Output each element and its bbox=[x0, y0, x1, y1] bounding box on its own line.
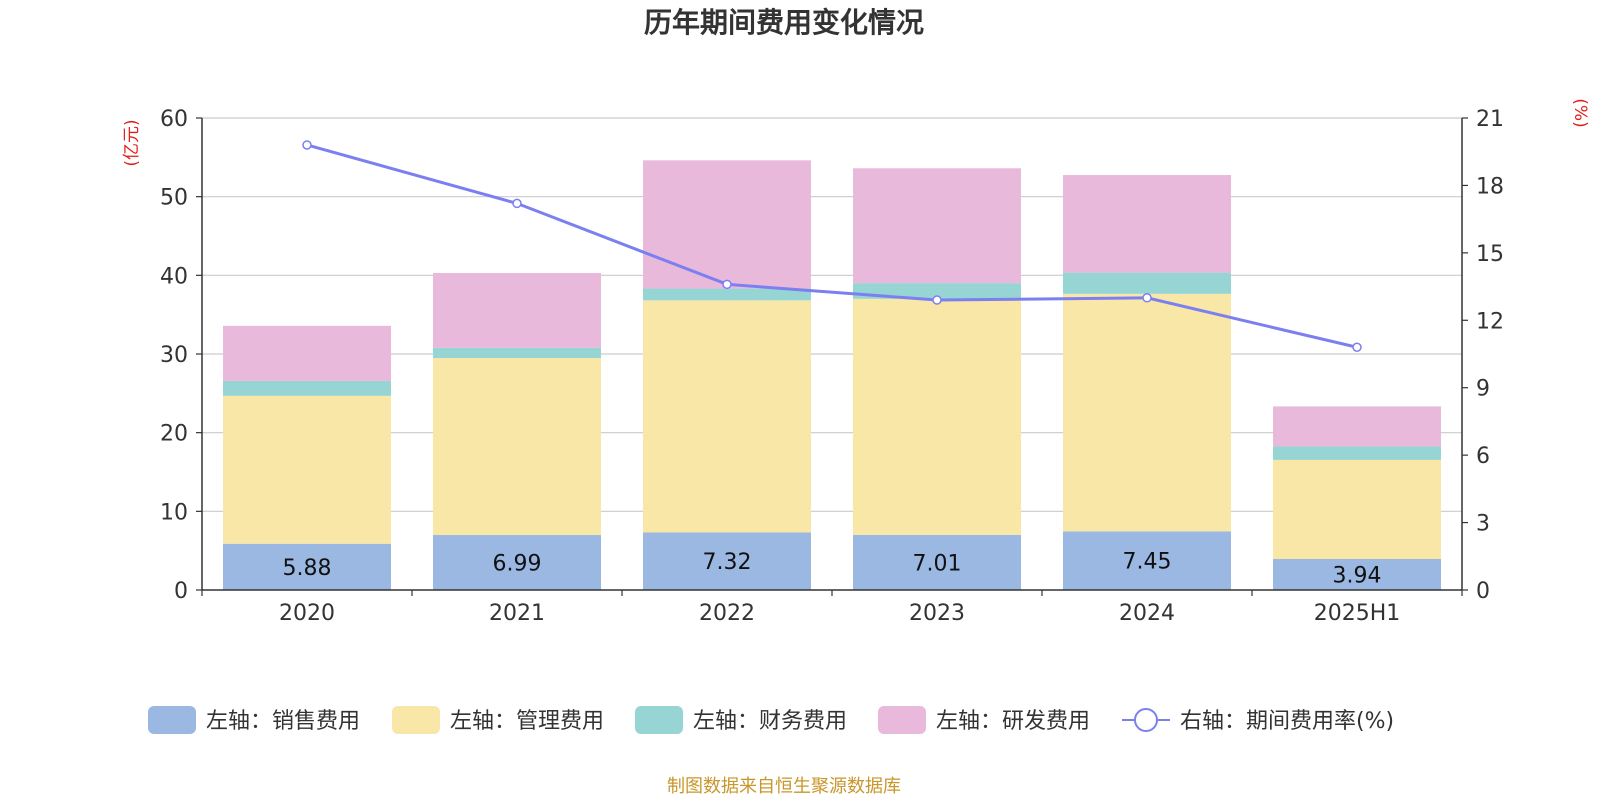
bar-segment bbox=[433, 358, 601, 536]
rate-point bbox=[302, 140, 312, 150]
rate-point bbox=[512, 198, 522, 209]
right-tick-label: 15 bbox=[1476, 242, 1504, 267]
legend-label: 左轴：研发费用 bbox=[936, 709, 1090, 734]
bar-value-label: 7.32 bbox=[703, 550, 752, 575]
bar-segment bbox=[433, 535, 601, 590]
rate-point bbox=[722, 279, 732, 290]
bar-segment bbox=[223, 395, 391, 544]
category-label: 2025H1 bbox=[1314, 601, 1401, 626]
right-tick-label: 18 bbox=[1476, 174, 1504, 199]
category-label: 2022 bbox=[699, 601, 755, 626]
data-labels: 5.88 6.99 7.32 7.01 7.45 3.94 bbox=[283, 550, 1382, 589]
right-tick-label: 21 bbox=[1476, 107, 1504, 132]
right-tick-label: 3 bbox=[1476, 512, 1490, 537]
legend-swatch bbox=[635, 706, 683, 734]
right-tick-label: 9 bbox=[1476, 377, 1490, 402]
grid-lines bbox=[202, 117, 1462, 512]
chart-title: 历年期间费用变化情况 bbox=[644, 6, 924, 39]
left-tick-label: 20 bbox=[160, 422, 188, 447]
category-label: 2021 bbox=[489, 601, 545, 626]
legend-swatch bbox=[148, 706, 196, 734]
bar-segment bbox=[643, 160, 811, 289]
legend-label: 左轴：财务费用 bbox=[693, 709, 847, 734]
bar-segment bbox=[643, 288, 811, 301]
category-label: 2024 bbox=[1119, 601, 1175, 626]
bar-value-label: 7.45 bbox=[1123, 550, 1172, 575]
bar-value-label: 5.88 bbox=[283, 556, 332, 581]
bar-segment bbox=[1063, 531, 1231, 590]
legend-swatch bbox=[878, 706, 926, 734]
bar-segment bbox=[1273, 406, 1441, 447]
bar-value-label: 7.01 bbox=[913, 551, 962, 576]
left-tick-label: 60 bbox=[160, 107, 188, 132]
legend-label: 左轴：销售费用 bbox=[206, 709, 360, 734]
bar-segment bbox=[223, 380, 391, 396]
left-tick-label: 50 bbox=[160, 186, 188, 211]
left-tick-label: 0 bbox=[174, 579, 188, 604]
bar-segment bbox=[853, 168, 1021, 284]
bar-segment bbox=[1273, 446, 1441, 460]
right-axis-unit-label: (%) bbox=[1570, 98, 1590, 127]
bar-series-group bbox=[223, 160, 1441, 590]
right-tick-label: 12 bbox=[1476, 309, 1504, 334]
bar-segment bbox=[433, 273, 601, 348]
left-tick-label: 30 bbox=[160, 343, 188, 368]
left-axis-unit-label: (亿元) bbox=[122, 119, 142, 166]
right-tick-label: 6 bbox=[1476, 444, 1490, 469]
right-tick-label: 0 bbox=[1476, 579, 1490, 604]
rate-point bbox=[1142, 293, 1152, 303]
bar-segment bbox=[223, 543, 391, 590]
legend: 左轴：销售费用 左轴：管理费用 左轴：财务费用 左轴：研发费用 右轴：期间费用率(%) bbox=[148, 706, 1394, 734]
bar-segment bbox=[433, 347, 601, 359]
bar-segment bbox=[643, 532, 811, 590]
legend-label: 右轴：期间费用率(%) bbox=[1180, 709, 1394, 734]
bar-value-label: 3.94 bbox=[1333, 564, 1382, 589]
bar-segment bbox=[1273, 459, 1441, 560]
category-label: 2020 bbox=[279, 601, 335, 626]
rate-line bbox=[306, 143, 1358, 349]
legend-label: 左轴：管理费用 bbox=[450, 709, 604, 734]
category-label: 2023 bbox=[909, 601, 965, 626]
bar-segment bbox=[1273, 559, 1441, 590]
bar-segment bbox=[853, 298, 1021, 535]
footer-source: 制图数据来自恒生聚源数据库 bbox=[667, 776, 901, 797]
bar-segment bbox=[1063, 272, 1231, 294]
left-tick-label: 10 bbox=[160, 500, 188, 525]
bar-segment bbox=[853, 283, 1021, 299]
bar-segment bbox=[223, 325, 391, 381]
bar-segment bbox=[1063, 293, 1231, 532]
bar-segment bbox=[1063, 175, 1231, 273]
bar-segment bbox=[853, 534, 1021, 590]
bar-value-label: 6.99 bbox=[493, 552, 542, 577]
axes: 0 10 20 30 40 50 60 0 3 6 9 12 15 18 21 2020 2021 2022 202… bbox=[160, 107, 1504, 626]
rate-line-group bbox=[302, 140, 1362, 353]
bar-segment bbox=[643, 300, 811, 533]
left-tick-label: 40 bbox=[160, 264, 188, 289]
legend-swatch bbox=[392, 706, 440, 734]
legend-line-marker bbox=[1134, 708, 1158, 732]
rate-point bbox=[932, 295, 942, 305]
rate-point bbox=[1352, 342, 1362, 353]
